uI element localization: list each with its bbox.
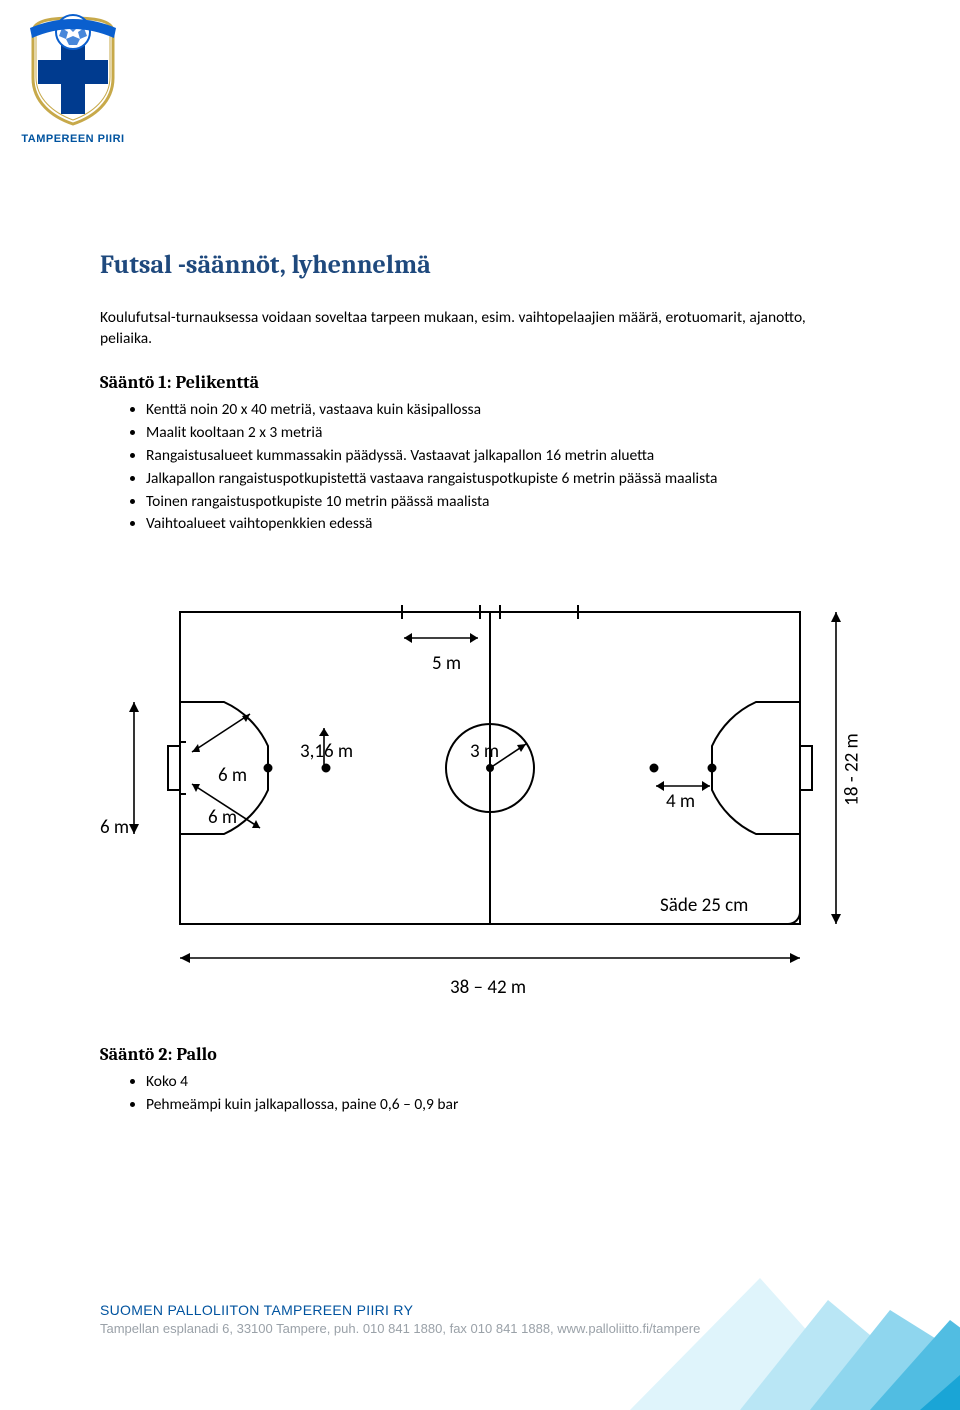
diagram-label-3m: 3 m (470, 740, 499, 763)
footer-org: SUOMEN PALLOLIITON TAMPEREEN PIIRI RY (100, 1302, 700, 1318)
footer-address: Tampellan esplanadi 6, 33100 Tampere, pu… (100, 1321, 700, 1336)
diagram-label-6m-bot: 6 m (208, 806, 237, 829)
list-item: Rangaistusalueet kummassakin päädyssä. V… (146, 445, 860, 468)
list-item: Pehmeämpi kuin jalkapallossa, paine 0,6 … (146, 1094, 860, 1117)
diagram-label-6m-top: 6 m (218, 764, 247, 787)
rule-2-section: Sääntö 2: Pallo Koko 4 Pehmeämpi kuin ja… (100, 1044, 860, 1117)
rule-2-list: Koko 4 Pehmeämpi kuin jalkapallossa, pai… (146, 1071, 860, 1117)
list-item: Toinen rangaistuspotkupiste 10 metrin pä… (146, 491, 860, 514)
rule-2-heading: Sääntö 2: Pallo (100, 1044, 860, 1065)
list-item: Kenttä noin 20 x 40 metriä, vastaava kui… (146, 399, 860, 422)
corner-decoration-icon (570, 1150, 960, 1410)
brand-region-label: TAMPEREEN PIIRI (18, 133, 128, 145)
diagram-label-6m-outer: 6 m (100, 816, 129, 839)
list-item: Jalkapallon rangaistuspotkupistettä vast… (146, 468, 860, 491)
list-item: Vaihtoalueet vaihtopenkkien edessä (146, 513, 860, 536)
list-item: Koko 4 (146, 1071, 860, 1094)
shield-logo-icon (26, 14, 120, 126)
rule-1-heading: Sääntö 1: Pelikenttä (100, 372, 860, 393)
footer: SUOMEN PALLOLIITON TAMPEREEN PIIRI RY Ta… (100, 1302, 700, 1336)
diagram-label-4m: 4 m (666, 790, 695, 813)
pitch-diagram: 5 m 3,16 m 6 m 6 m 6 m 3 m 4 m Säde 25 c… (100, 554, 860, 1014)
diagram-label-5m: 5 m (432, 652, 461, 675)
diagram-label-corner: Säde 25 cm (660, 894, 748, 917)
diagram-label-316m: 3,16 m (300, 740, 353, 763)
diagram-label-length: 38 – 42 m (450, 976, 526, 999)
rule-1-list: Kenttä noin 20 x 40 metriä, vastaava kui… (146, 399, 860, 537)
logo-block: TAMPEREEN PIIRI (18, 14, 128, 145)
diagram-label-width: 18 - 22 m (841, 734, 864, 806)
intro-paragraph: Koulufutsal-turnauksessa voidaan sovelta… (100, 308, 860, 350)
rule-1-section: Sääntö 1: Pelikenttä Kenttä noin 20 x 40… (100, 372, 860, 537)
page-title: Futsal -säännöt, lyhennelmä (100, 250, 860, 280)
list-item: Maalit kooltaan 2 x 3 metriä (146, 422, 860, 445)
page-content: Futsal -säännöt, lyhennelmä Koulufutsal-… (0, 0, 960, 1117)
